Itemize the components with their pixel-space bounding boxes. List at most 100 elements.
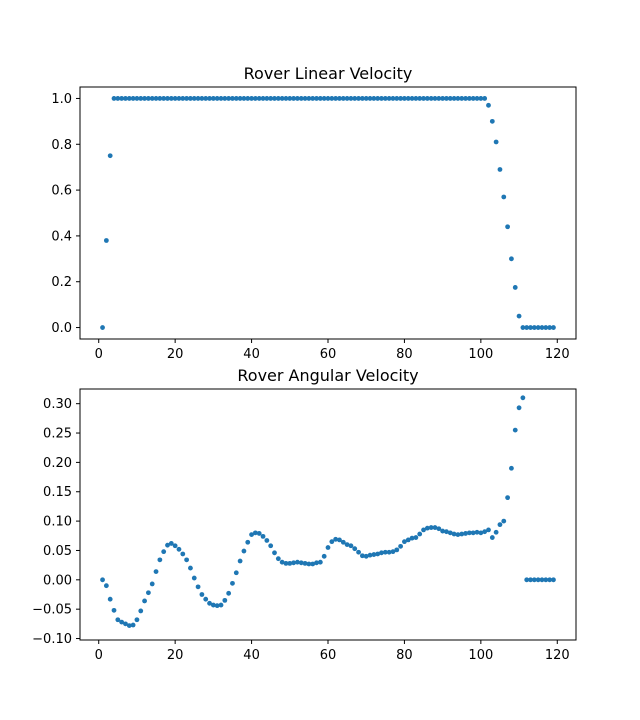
data-point	[359, 96, 365, 101]
data-point	[291, 96, 297, 101]
data-point	[512, 285, 518, 290]
data-point	[279, 96, 285, 101]
data-point	[119, 619, 125, 625]
y-tick-label: 0.30	[43, 397, 72, 412]
y-tick-label: 0.05	[43, 544, 72, 559]
data-point	[486, 102, 491, 108]
data-point	[268, 543, 274, 549]
data-point	[126, 96, 132, 101]
data-point	[337, 96, 342, 101]
data-point	[199, 96, 205, 101]
data-point	[214, 96, 220, 101]
data-point	[444, 529, 449, 535]
axes-frame	[79, 388, 577, 641]
data-point	[390, 549, 396, 555]
data-point	[153, 96, 159, 101]
data-point	[493, 139, 499, 145]
y-tick-label: 0.4	[51, 229, 72, 244]
x-tick-label: 80	[396, 648, 413, 663]
data-point	[314, 96, 319, 101]
data-point	[497, 167, 503, 172]
data-point	[230, 96, 235, 101]
data-point	[333, 96, 339, 101]
data-point	[252, 530, 258, 536]
data-point	[329, 96, 335, 101]
data-point	[413, 535, 419, 540]
data-point	[459, 531, 465, 537]
data-point	[142, 96, 147, 101]
data-point	[451, 531, 457, 537]
data-point	[310, 561, 316, 567]
data-point	[188, 96, 193, 101]
data-point	[470, 96, 476, 101]
data-point	[409, 535, 415, 541]
data-point	[367, 96, 373, 101]
data-point	[237, 96, 243, 101]
data-point	[298, 560, 304, 566]
data-point	[394, 547, 400, 553]
data-point	[230, 580, 235, 586]
data-point	[543, 577, 549, 583]
data-point	[363, 96, 369, 101]
data-point	[325, 96, 331, 101]
data-point	[363, 553, 369, 559]
data-point	[520, 395, 526, 401]
x-tick-label: 80	[396, 347, 413, 362]
data-point	[157, 557, 163, 563]
data-point	[501, 194, 507, 200]
data-point	[409, 96, 415, 101]
data-point	[451, 96, 457, 101]
data-point	[436, 526, 442, 532]
data-point	[146, 590, 151, 596]
data-point	[317, 96, 323, 101]
data-point	[379, 96, 384, 101]
x-tick-label: 20	[167, 347, 184, 362]
data-point	[191, 575, 197, 581]
x-tick-label: 0	[95, 347, 103, 362]
data-point	[459, 96, 465, 101]
y-tick-label: 0.0	[51, 321, 72, 336]
data-point	[218, 96, 224, 101]
data-point	[222, 597, 228, 603]
data-point	[207, 600, 212, 606]
data-point	[249, 532, 254, 538]
data-point	[321, 553, 327, 559]
chart-title: Rover Linear Velocity	[244, 64, 413, 83]
data-point	[455, 96, 461, 101]
data-point	[444, 96, 449, 101]
data-point	[367, 552, 373, 558]
data-point	[386, 549, 392, 555]
data-point	[375, 551, 381, 557]
x-axis: 0 20 40 60 80 100 120	[95, 640, 570, 663]
chart-title: Rover Angular Velocity	[237, 366, 418, 385]
data-point	[543, 325, 549, 330]
data-point	[505, 224, 510, 230]
data-point	[115, 96, 121, 101]
data-point	[256, 531, 262, 536]
data-point	[287, 96, 293, 101]
data-point	[295, 559, 300, 565]
axes-frame	[79, 86, 577, 340]
data-point	[539, 577, 545, 583]
data-point	[413, 96, 419, 101]
data-point	[233, 96, 239, 101]
data-point	[528, 325, 533, 330]
data-point	[237, 558, 243, 564]
data-point	[153, 569, 159, 574]
y-tick-label: 0.15	[43, 485, 72, 500]
data-point	[188, 565, 193, 571]
data-point	[203, 96, 209, 101]
data-point	[302, 560, 308, 566]
data-point	[295, 96, 300, 101]
data-point	[317, 559, 323, 565]
x-tick-label: 120	[545, 347, 570, 362]
data-point	[161, 96, 167, 101]
data-point	[440, 96, 446, 101]
data-point	[352, 96, 358, 101]
data-point	[134, 617, 140, 623]
data-point	[348, 543, 354, 549]
y-tick-label: 1.0	[51, 92, 72, 107]
data-point	[252, 96, 258, 101]
data-point	[398, 96, 404, 101]
data-point	[482, 96, 488, 101]
